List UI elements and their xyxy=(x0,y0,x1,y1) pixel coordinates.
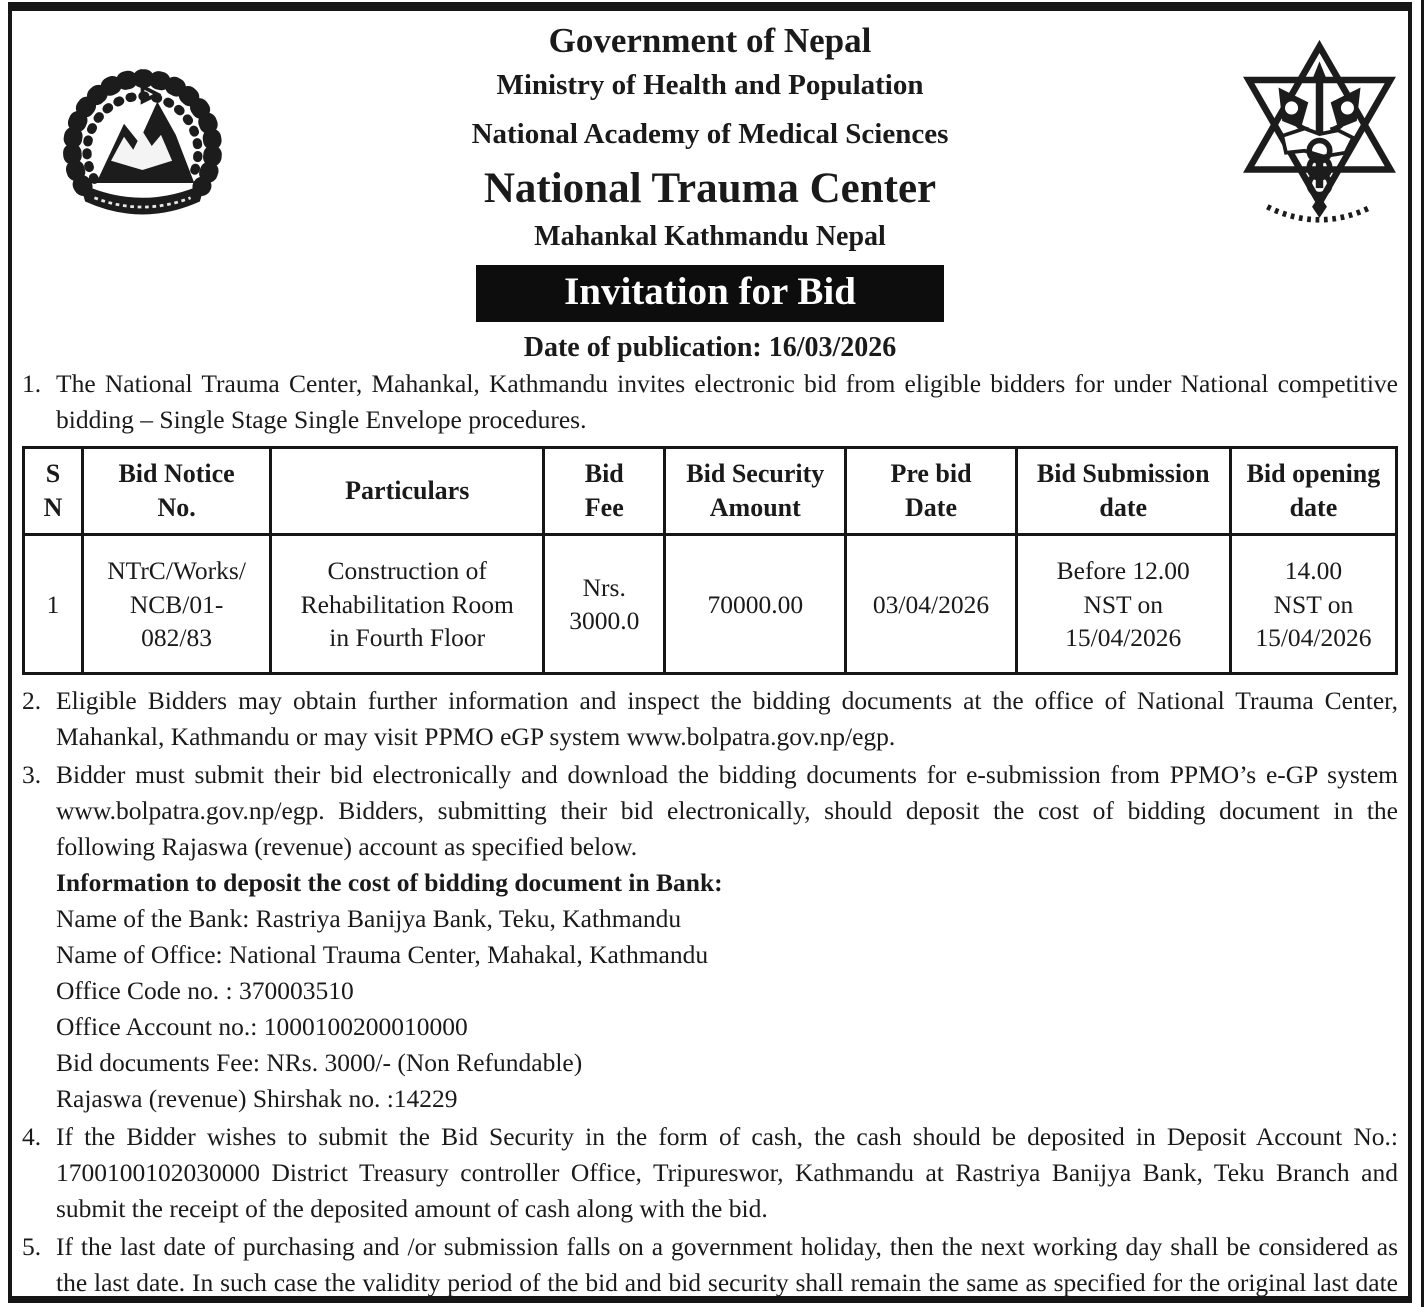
cell-bid-security: 70000.00 xyxy=(663,533,848,676)
rajaswa-shirshak-line: Rajaswa (revenue) Shirshak no. :14229 xyxy=(56,1084,458,1114)
office-code-line: Office Code no. : 370003510 xyxy=(56,976,354,1006)
cell-bid-notice-no: NTrC/Works/ NCB/01- 082/83 xyxy=(81,533,273,676)
bid-table-row: 1 NTrC/Works/ NCB/01- 082/83 Constructio… xyxy=(21,533,1399,676)
col-header-sn: S N xyxy=(21,446,85,537)
bank-deposit-info: Information to deposit the cost of biddi… xyxy=(56,865,1398,1117)
invitation-banner: Invitation for Bid xyxy=(476,265,944,323)
government-title: Government of Nepal xyxy=(548,21,872,60)
paragraph-3: 3. Bidder must submit their bid electron… xyxy=(22,757,1398,865)
paragraph-3-text: Bidder must submit their bid electronica… xyxy=(56,760,1398,862)
paragraph-2-number: 2. xyxy=(22,686,42,716)
col-header-bid-fee: Bid Fee xyxy=(542,446,667,537)
publication-date: Date of publication: 16/03/2026 xyxy=(523,332,897,364)
paragraph-1-number: 1. xyxy=(22,369,42,399)
col-header-submission-date: Bid Submission date xyxy=(1014,446,1232,537)
page-content: Government of Nepal Ministry of Health a… xyxy=(21,11,1399,1307)
paragraph-1-text: The National Trauma Center, Mahankal, Ka… xyxy=(56,369,1398,435)
bank-info-heading: Information to deposit the cost of biddi… xyxy=(56,868,723,898)
invitation-banner-row: Invitation for Bid xyxy=(22,265,1398,323)
office-name-line: Name of Office: National Trauma Center, … xyxy=(56,940,709,970)
organization-name: National Trauma Center xyxy=(483,165,937,213)
paragraph-2-text: Eligible Bidders may obtain further info… xyxy=(56,686,1398,752)
cell-submission-date: Before 12.00 NST on 15/04/2026 xyxy=(1014,533,1232,676)
academy-name: National Academy of Medical Sciences xyxy=(471,118,949,151)
cell-sn: 1 xyxy=(21,533,85,676)
paragraph-5: 5. If the last date of purchasing and /o… xyxy=(22,1229,1398,1307)
col-header-pre-bid-date: Pre bid Date xyxy=(844,446,1018,537)
paragraph-4-text: If the Bidder wishes to submit the Bid S… xyxy=(56,1122,1398,1224)
col-header-bid-notice-no: Bid Notice No. xyxy=(81,446,273,537)
bid-doc-fee-line: Bid documents Fee: NRs. 3000/- (Non Refu… xyxy=(56,1048,583,1078)
ministry-name: Ministry of Health and Population xyxy=(496,68,924,101)
col-header-opening-date: Bid opening date xyxy=(1228,446,1399,537)
cell-opening-date: 14.00 NST on 15/04/2026 xyxy=(1228,533,1399,676)
medical-star-caduceus-icon xyxy=(1222,39,1417,244)
organization-address: Mahankal Kathmandu Nepal xyxy=(534,220,886,252)
bank-name-line: Name of the Bank: Rastriya Banijya Bank,… xyxy=(56,904,682,934)
paragraph-2: 2. Eligible Bidders may obtain further i… xyxy=(22,683,1398,755)
bid-table: S N Bid Notice No. Particulars Bid Fee B… xyxy=(21,446,1399,676)
paragraph-4: 4. If the Bidder wishes to submit the Bi… xyxy=(22,1119,1398,1227)
col-header-particulars: Particulars xyxy=(269,446,546,537)
paragraph-5-number: 5. xyxy=(22,1232,42,1262)
office-account-line: Office Account no.: 1000100200010000 xyxy=(56,1012,468,1042)
column-divider-line xyxy=(1421,0,1424,1307)
nepal-coat-of-arms-icon xyxy=(50,51,235,241)
cell-pre-bid-date: 03/04/2026 xyxy=(844,533,1018,676)
paragraph-5-text: If the last date of purchasing and /or s… xyxy=(56,1232,1398,1307)
paragraph-1: 1. The National Trauma Center, Mahankal,… xyxy=(22,366,1398,438)
cell-particulars: Construction of Rehabilitation Room in F… xyxy=(269,533,546,676)
bid-table-header-row: S N Bid Notice No. Particulars Bid Fee B… xyxy=(21,446,1399,537)
notice-header: Government of Nepal Ministry of Health a… xyxy=(22,11,1398,364)
col-header-bid-security: Bid Security Amount xyxy=(663,446,848,537)
cell-bid-fee: Nrs. 3000.0 xyxy=(542,533,667,676)
paragraph-4-number: 4. xyxy=(22,1122,42,1152)
page-border-frame xyxy=(8,2,1412,1303)
paragraph-3-number: 3. xyxy=(22,760,42,790)
